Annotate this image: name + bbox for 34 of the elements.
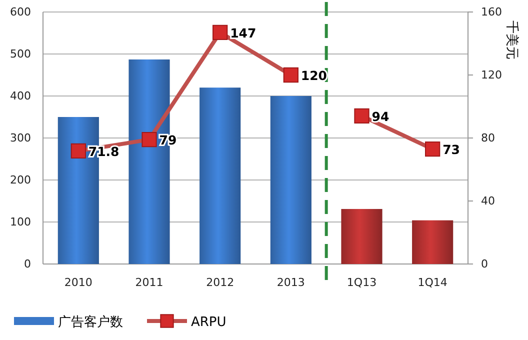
y-tick-label: 600 <box>10 6 31 19</box>
x-tick-label: 1Q13 <box>346 276 377 289</box>
y-tick-label: 400 <box>10 90 31 103</box>
legend-label: ARPU <box>191 315 226 330</box>
x-tick-label: 1Q14 <box>418 276 448 289</box>
data-label: 94 <box>372 108 390 124</box>
y-tick-label: 500 <box>10 48 31 61</box>
bar <box>200 88 241 264</box>
y2-axis-title: 千美元 <box>504 20 520 60</box>
y2-tick-label: 0 <box>481 258 488 271</box>
y-tick-label: 300 <box>10 132 31 145</box>
point <box>283 67 298 83</box>
point <box>212 24 228 40</box>
point <box>354 108 370 124</box>
x-tick-label: 2013 <box>276 276 305 289</box>
y2-tick-label: 160 <box>481 6 502 19</box>
y-tick-label: 200 <box>10 174 31 187</box>
point <box>70 143 86 158</box>
y2-tick-label: 80 <box>481 132 495 145</box>
y2-tick-label: 120 <box>481 68 502 82</box>
y-tick-label: 100 <box>10 216 31 229</box>
point <box>142 132 157 148</box>
legend-label: 广告客户数 <box>58 314 123 330</box>
point <box>425 141 440 157</box>
bar <box>412 220 454 264</box>
bar <box>341 208 382 264</box>
bar <box>270 96 312 264</box>
data-label: 147 <box>230 25 256 40</box>
x-tick-label: 2011 <box>135 276 164 289</box>
y-tick-label: 0 <box>24 258 31 271</box>
x-tick-label: 2010 <box>64 276 92 289</box>
y2-tick-label: 40 <box>481 194 495 208</box>
x-tick-label: 2012 <box>206 276 234 289</box>
data-label: 73 <box>442 142 460 158</box>
